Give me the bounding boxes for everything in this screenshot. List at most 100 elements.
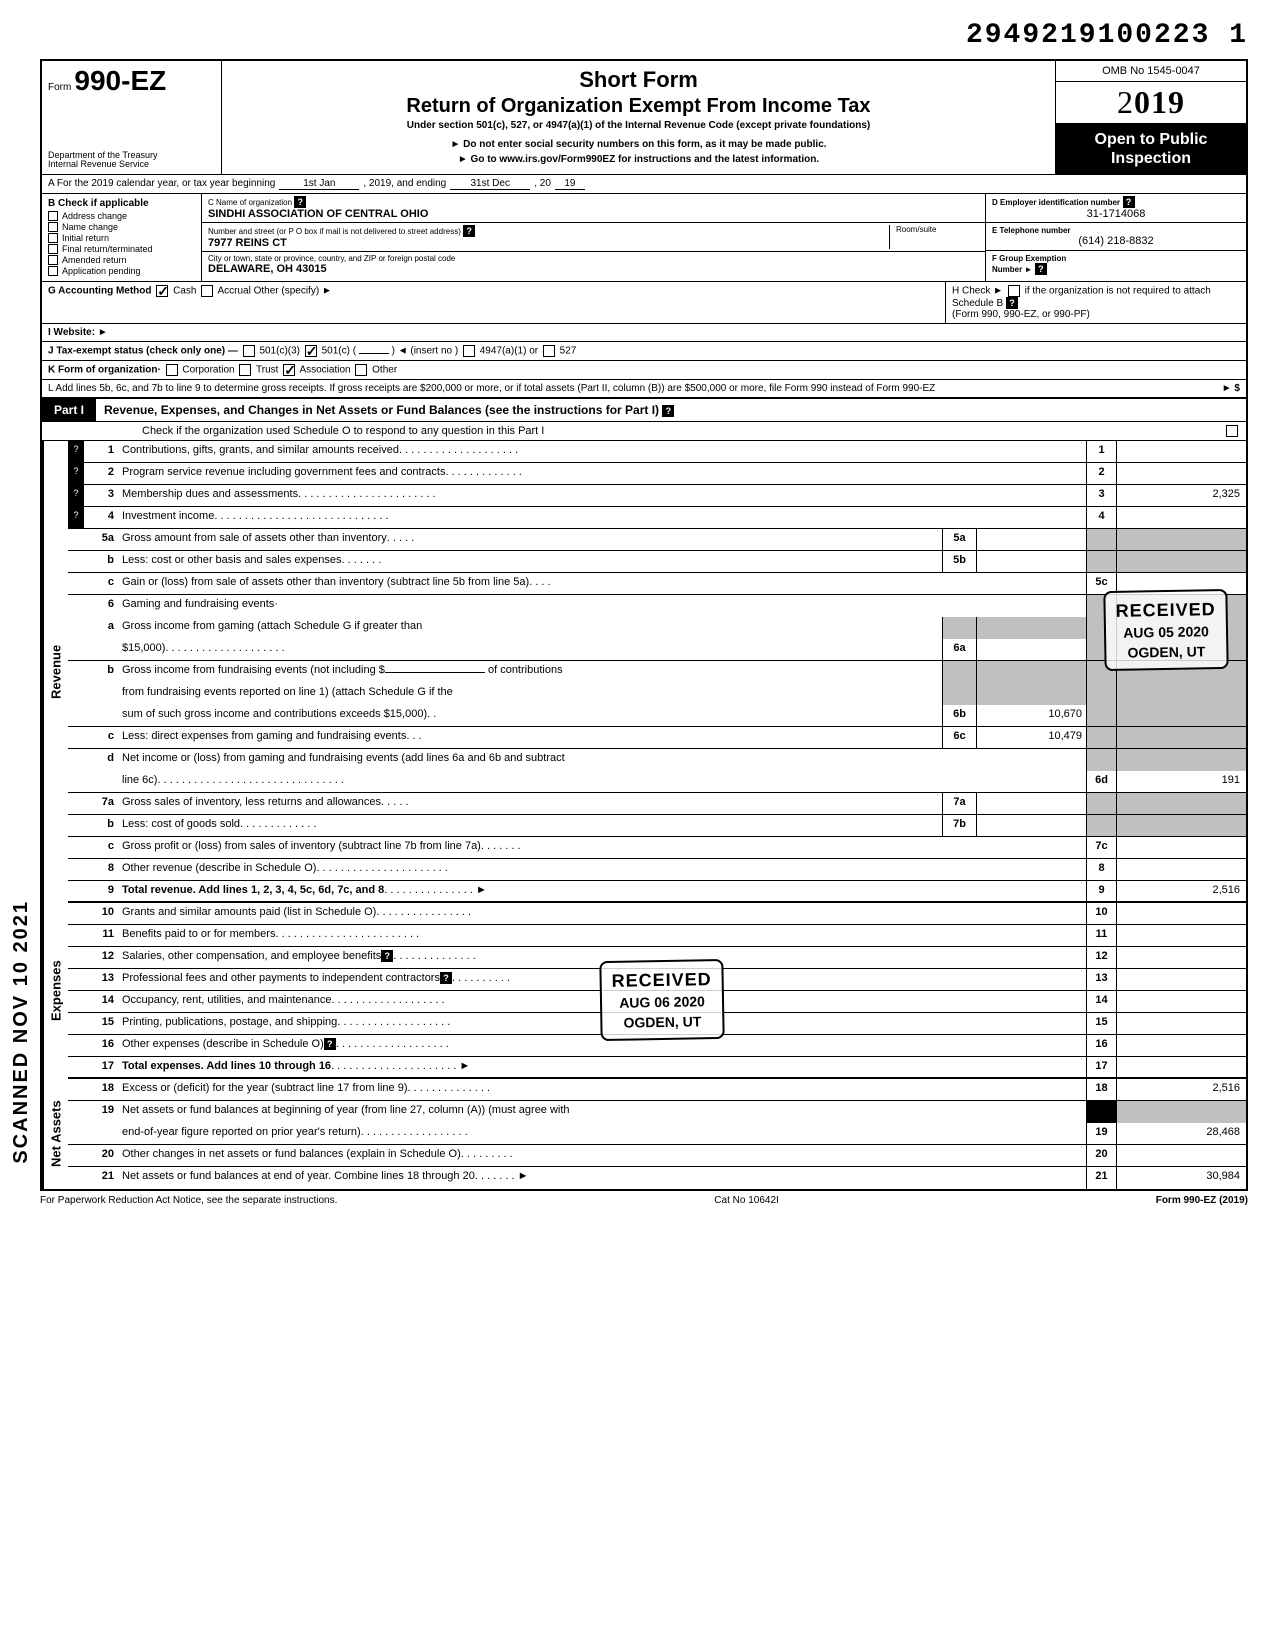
cb-501c3[interactable] [243, 345, 255, 357]
return-title: Return of Organization Exempt From Incom… [230, 95, 1047, 118]
amt-6d[interactable]: 191 [1116, 771, 1246, 792]
amt-15[interactable] [1116, 1013, 1246, 1034]
website-label: I Website: ► [48, 327, 108, 338]
year-yy[interactable]: 19 [555, 178, 585, 190]
help-icon[interactable]: ? [440, 972, 452, 984]
section-bcdef: B Check if applicable Address change Nam… [42, 194, 1246, 282]
help-icon[interactable]: ? [68, 441, 84, 462]
phone-value[interactable]: (614) 218-8832 [992, 235, 1240, 247]
help-icon[interactable]: ? [1006, 297, 1018, 309]
cb-address-change[interactable]: Address change [48, 211, 195, 221]
row-k: K Form of organization· Corporation Trus… [42, 361, 1246, 380]
amt-5a[interactable] [976, 529, 1086, 550]
amt-13[interactable] [1116, 969, 1246, 990]
expenses-tab: Expenses [42, 903, 68, 1079]
cb-corporation[interactable] [166, 364, 178, 376]
amt-1[interactable] [1116, 441, 1246, 462]
amt-11[interactable] [1116, 925, 1246, 946]
line-3: ? 3 Membership dues and assessments . . … [68, 485, 1246, 507]
help-icon[interactable]: ? [1035, 263, 1047, 275]
cb-501c[interactable] [305, 345, 317, 357]
help-icon[interactable]: ? [1123, 196, 1135, 208]
part1-title: Revenue, Expenses, and Changes in Net As… [96, 399, 1246, 421]
row-gh: G Accounting Method Cash Accrual Other (… [42, 282, 1246, 324]
dept-line-2: Internal Revenue Service [48, 160, 215, 170]
line-5a: 5a Gross amount from sale of assets othe… [68, 529, 1246, 551]
help-icon[interactable]: ? [294, 196, 306, 208]
amt-20[interactable] [1116, 1145, 1246, 1166]
amt-8[interactable] [1116, 859, 1246, 880]
amt-16[interactable] [1116, 1035, 1246, 1056]
org-name[interactable]: SINDHI ASSOCIATION OF CENTRAL OHIO [208, 208, 979, 220]
amt-4[interactable] [1116, 507, 1246, 528]
cb-schedule-o[interactable] [1226, 425, 1238, 437]
cb-527[interactable] [543, 345, 555, 357]
line-6c: c Less: direct expenses from gaming and … [68, 727, 1246, 749]
header-center: Short Form Return of Organization Exempt… [222, 61, 1056, 174]
row-g: G Accounting Method Cash Accrual Other (… [42, 282, 946, 323]
revenue-section: Revenue ? 1 Contributions, gifts, grants… [42, 441, 1246, 903]
year-end[interactable]: 31st Dec [450, 178, 530, 190]
amt-5b[interactable] [976, 551, 1086, 572]
help-icon[interactable]: ? [463, 225, 475, 237]
row-l: L Add lines 5b, 6c, and 7b to line 9 to … [42, 380, 1246, 399]
amt-21[interactable]: 30,984 [1116, 1167, 1246, 1189]
amt-14[interactable] [1116, 991, 1246, 1012]
amt-3[interactable]: 2,325 [1116, 485, 1246, 506]
amt-12[interactable] [1116, 947, 1246, 968]
cb-application-pending[interactable]: Application pending [48, 266, 195, 276]
received-stamp-1: RECEIVED AUG 05 2020 OGDEN, UT [1103, 589, 1228, 672]
amt-19[interactable]: 28,468 [1116, 1123, 1246, 1144]
cb-trust[interactable] [239, 364, 251, 376]
cb-4947[interactable] [463, 345, 475, 357]
year-begin[interactable]: 1st Jan [279, 178, 359, 190]
part1-sub: Check if the organization used Schedule … [42, 422, 1246, 441]
ein-value[interactable]: 31-1714068 [992, 208, 1240, 220]
cb-final-return[interactable]: Final return/terminated [48, 244, 195, 254]
section-f: F Group Exemption Number ► ? [986, 251, 1246, 279]
section-b: B Check if applicable Address change Nam… [42, 194, 202, 281]
street-address[interactable]: 7977 REINS CT [208, 237, 889, 249]
amt-6b[interactable]: 10,670 [976, 705, 1086, 726]
help-icon[interactable]: ? [68, 507, 84, 528]
g-label: G Accounting Method [48, 286, 152, 297]
amt-9[interactable]: 2,516 [1116, 881, 1246, 901]
help-icon[interactable]: ? [324, 1038, 336, 1050]
line-6d-1: d Net income or (loss) from gaming and f… [68, 749, 1246, 771]
line-5c: c Gain or (loss) from sale of assets oth… [68, 573, 1246, 595]
amt-10[interactable] [1116, 903, 1246, 924]
amt-6a[interactable] [976, 639, 1086, 660]
amt-18[interactable]: 2,516 [1116, 1079, 1246, 1100]
cb-association[interactable] [283, 364, 295, 376]
line-6b-1: b Gross income from fundraising events (… [68, 661, 1246, 683]
amt-7a[interactable] [976, 793, 1086, 814]
help-icon[interactable]: ? [381, 950, 393, 962]
line-19b: end-of-year figure reported on prior yea… [68, 1123, 1246, 1145]
amt-2[interactable] [1116, 463, 1246, 484]
cb-initial-return[interactable]: Initial return [48, 233, 195, 243]
line-6b-2: from fundraising events reported on line… [68, 683, 1246, 705]
street-row: Number and street (or P O box if mail is… [202, 223, 985, 252]
line-10: 10Grants and similar amounts paid (list … [68, 903, 1246, 925]
cb-name-change[interactable]: Name change [48, 222, 195, 232]
cb-cash[interactable] [156, 285, 168, 297]
section-d: D Employer identification number ? 31-17… [986, 194, 1246, 223]
form-number: 990-EZ [74, 65, 166, 96]
cb-other[interactable] [355, 364, 367, 376]
footer: For Paperwork Reduction Act Notice, see … [40, 1191, 1248, 1210]
help-icon[interactable]: ? [68, 463, 84, 484]
city-value[interactable]: DELAWARE, OH 43015 [208, 263, 979, 275]
help-icon[interactable]: ? [662, 405, 674, 417]
amt-7c[interactable] [1116, 837, 1246, 858]
amt-7b[interactable] [976, 815, 1086, 836]
cb-amended-return[interactable]: Amended return [48, 255, 195, 265]
dept-block: Department of the Treasury Internal Reve… [48, 151, 215, 171]
line-6: 6 Gaming and fundraising events· [68, 595, 1246, 617]
amt-6c[interactable]: 10,479 [976, 727, 1086, 748]
line-4: ? 4 Investment income . . . . . . . . . … [68, 507, 1246, 529]
amt-17[interactable] [1116, 1057, 1246, 1077]
cb-accrual[interactable] [201, 285, 213, 297]
help-icon[interactable]: ? [68, 485, 84, 506]
header-right: OMB No 1545-0047 2019 Open to Public Ins… [1056, 61, 1246, 174]
cb-schedule-b[interactable] [1008, 285, 1020, 297]
